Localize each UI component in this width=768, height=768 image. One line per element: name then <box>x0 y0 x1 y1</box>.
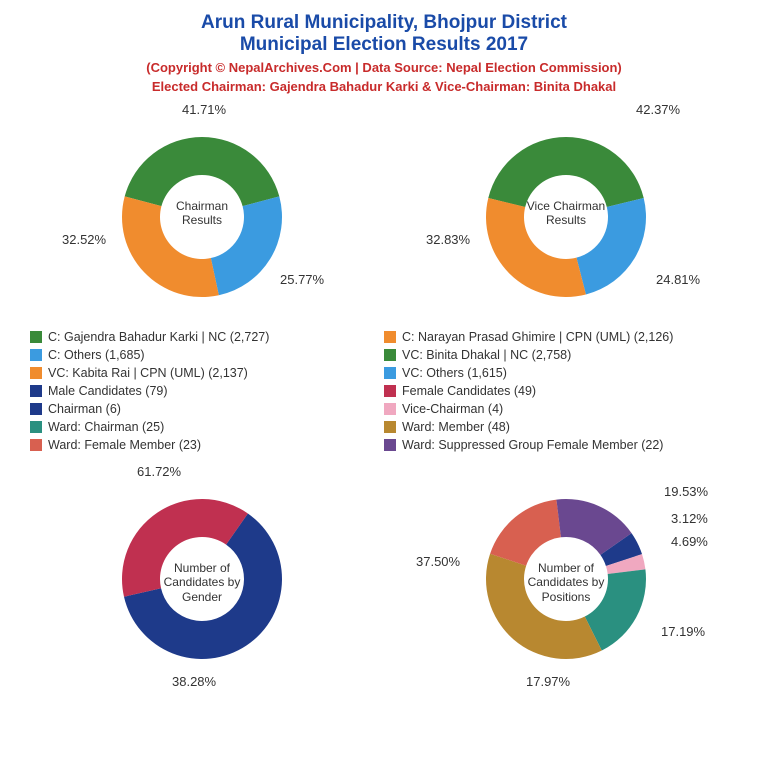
title-line-2: Municipal Election Results 2017 <box>10 34 758 56</box>
legend-item: Chairman (6) <box>30 400 384 418</box>
legend-text: C: Others (1,685) <box>48 348 145 362</box>
donut-slice <box>125 137 280 206</box>
legend-item: Ward: Member (48) <box>384 418 738 436</box>
legend-item: VC: Others (1,615) <box>384 364 738 382</box>
legend-item: VC: Kabita Rai | CPN (UML) (2,137) <box>30 364 384 382</box>
legend-item: C: Narayan Prasad Ghimire | CPN (UML) (2… <box>384 328 738 346</box>
positions-chart-cell: Number of Candidates by Positions 4.69% 3.… <box>396 464 736 684</box>
pct-label: 25.77% <box>280 272 324 287</box>
legend-text: VC: Binita Dhakal | NC (2,758) <box>402 348 571 362</box>
legend-item: Ward: Chairman (25) <box>30 418 384 436</box>
pct-label: 17.97% <box>526 674 570 689</box>
vice-chairman-chart-cell: Vice Chairman Results 42.37% 24.81% 32.83% <box>396 102 736 322</box>
pct-label: 4.69% <box>671 534 708 549</box>
legend-swatch <box>384 349 396 361</box>
donut-center-label: Number of Candidates by Positions <box>521 561 611 604</box>
legend-item: VC: Binita Dhakal | NC (2,758) <box>384 346 738 364</box>
legend-text: Male Candidates (79) <box>48 384 168 398</box>
legend-swatch <box>384 421 396 433</box>
legend-text: Chairman (6) <box>48 402 121 416</box>
legend-swatch <box>30 331 42 343</box>
legend-swatch <box>30 421 42 433</box>
legend-text: C: Gajendra Bahadur Karki | NC (2,727) <box>48 330 269 344</box>
legend-swatch <box>384 439 396 451</box>
legend-swatch <box>384 331 396 343</box>
pct-label: 17.19% <box>661 624 705 639</box>
legend-swatch <box>30 385 42 397</box>
legend-swatch <box>384 385 396 397</box>
legend-block: C: Gajendra Bahadur Karki | NC (2,727) C:… <box>0 322 768 464</box>
pct-label: 37.50% <box>416 554 460 569</box>
bottom-charts-row: Number of Candidates by Gender61.72%38.2… <box>0 464 768 684</box>
legend-swatch <box>384 367 396 379</box>
donut-slice <box>488 137 643 207</box>
legend-swatch <box>30 367 42 379</box>
donut-center-label: Chairman Results <box>157 199 247 228</box>
pct-label: 32.83% <box>426 232 470 247</box>
top-charts-row: Chairman Results 41.71% 25.77% 32.52% Vice … <box>0 102 768 322</box>
title-line-1: Arun Rural Municipality, Bhojpur Distric… <box>10 12 758 34</box>
legend-swatch <box>384 403 396 415</box>
donut-center-label: Number of Candidates by Gender <box>157 561 247 604</box>
legend-item: Ward: Suppressed Group Female Member (22… <box>384 436 738 454</box>
legend-text: Ward: Female Member (23) <box>48 438 201 452</box>
subtitle-line-2: Elected Chairman: Gajendra Bahadur Karki… <box>10 79 758 94</box>
donut-center-label: Vice Chairman Results <box>521 199 611 228</box>
pct-label: 61.72% <box>137 464 181 479</box>
legend-item: C: Others (1,685) <box>30 346 384 364</box>
legend-text: VC: Kabita Rai | CPN (UML) (2,137) <box>48 366 248 380</box>
legend-item: Ward: Female Member (23) <box>30 436 384 454</box>
chairman-chart-cell: Chairman Results 41.71% 25.77% 32.52% <box>32 102 372 322</box>
legend-text: Ward: Chairman (25) <box>48 420 164 434</box>
legend-swatch <box>30 349 42 361</box>
legend-swatch <box>30 439 42 451</box>
legend-item: Female Candidates (49) <box>384 382 738 400</box>
title-block: Arun Rural Municipality, Bhojpur Distric… <box>0 0 768 102</box>
donut-slice <box>490 500 561 566</box>
subtitle-line-1: (Copyright © NepalArchives.Com | Data So… <box>10 60 758 75</box>
pct-label: 42.37% <box>636 102 680 117</box>
legend-text: Ward: Member (48) <box>402 420 510 434</box>
pct-label: 3.12% <box>671 511 708 526</box>
legend-text: Ward: Suppressed Group Female Member (22… <box>402 438 663 452</box>
legend-item: C: Gajendra Bahadur Karki | NC (2,727) <box>30 328 384 346</box>
pct-label: 38.28% <box>172 674 216 689</box>
legend-text: Female Candidates (49) <box>402 384 536 398</box>
legend-text: C: Narayan Prasad Ghimire | CPN (UML) (2… <box>402 330 673 344</box>
pct-label: 19.53% <box>664 484 708 499</box>
legend-text: VC: Others (1,615) <box>402 366 507 380</box>
legend-item: Male Candidates (79) <box>30 382 384 400</box>
gender-chart-cell: Number of Candidates by Gender61.72%38.2… <box>32 464 372 684</box>
legend-text: Vice-Chairman (4) <box>402 402 503 416</box>
legend-swatch <box>30 403 42 415</box>
legend-item: Vice-Chairman (4) <box>384 400 738 418</box>
pct-label: 32.52% <box>62 232 106 247</box>
pct-label: 41.71% <box>182 102 226 117</box>
pct-label: 24.81% <box>656 272 700 287</box>
